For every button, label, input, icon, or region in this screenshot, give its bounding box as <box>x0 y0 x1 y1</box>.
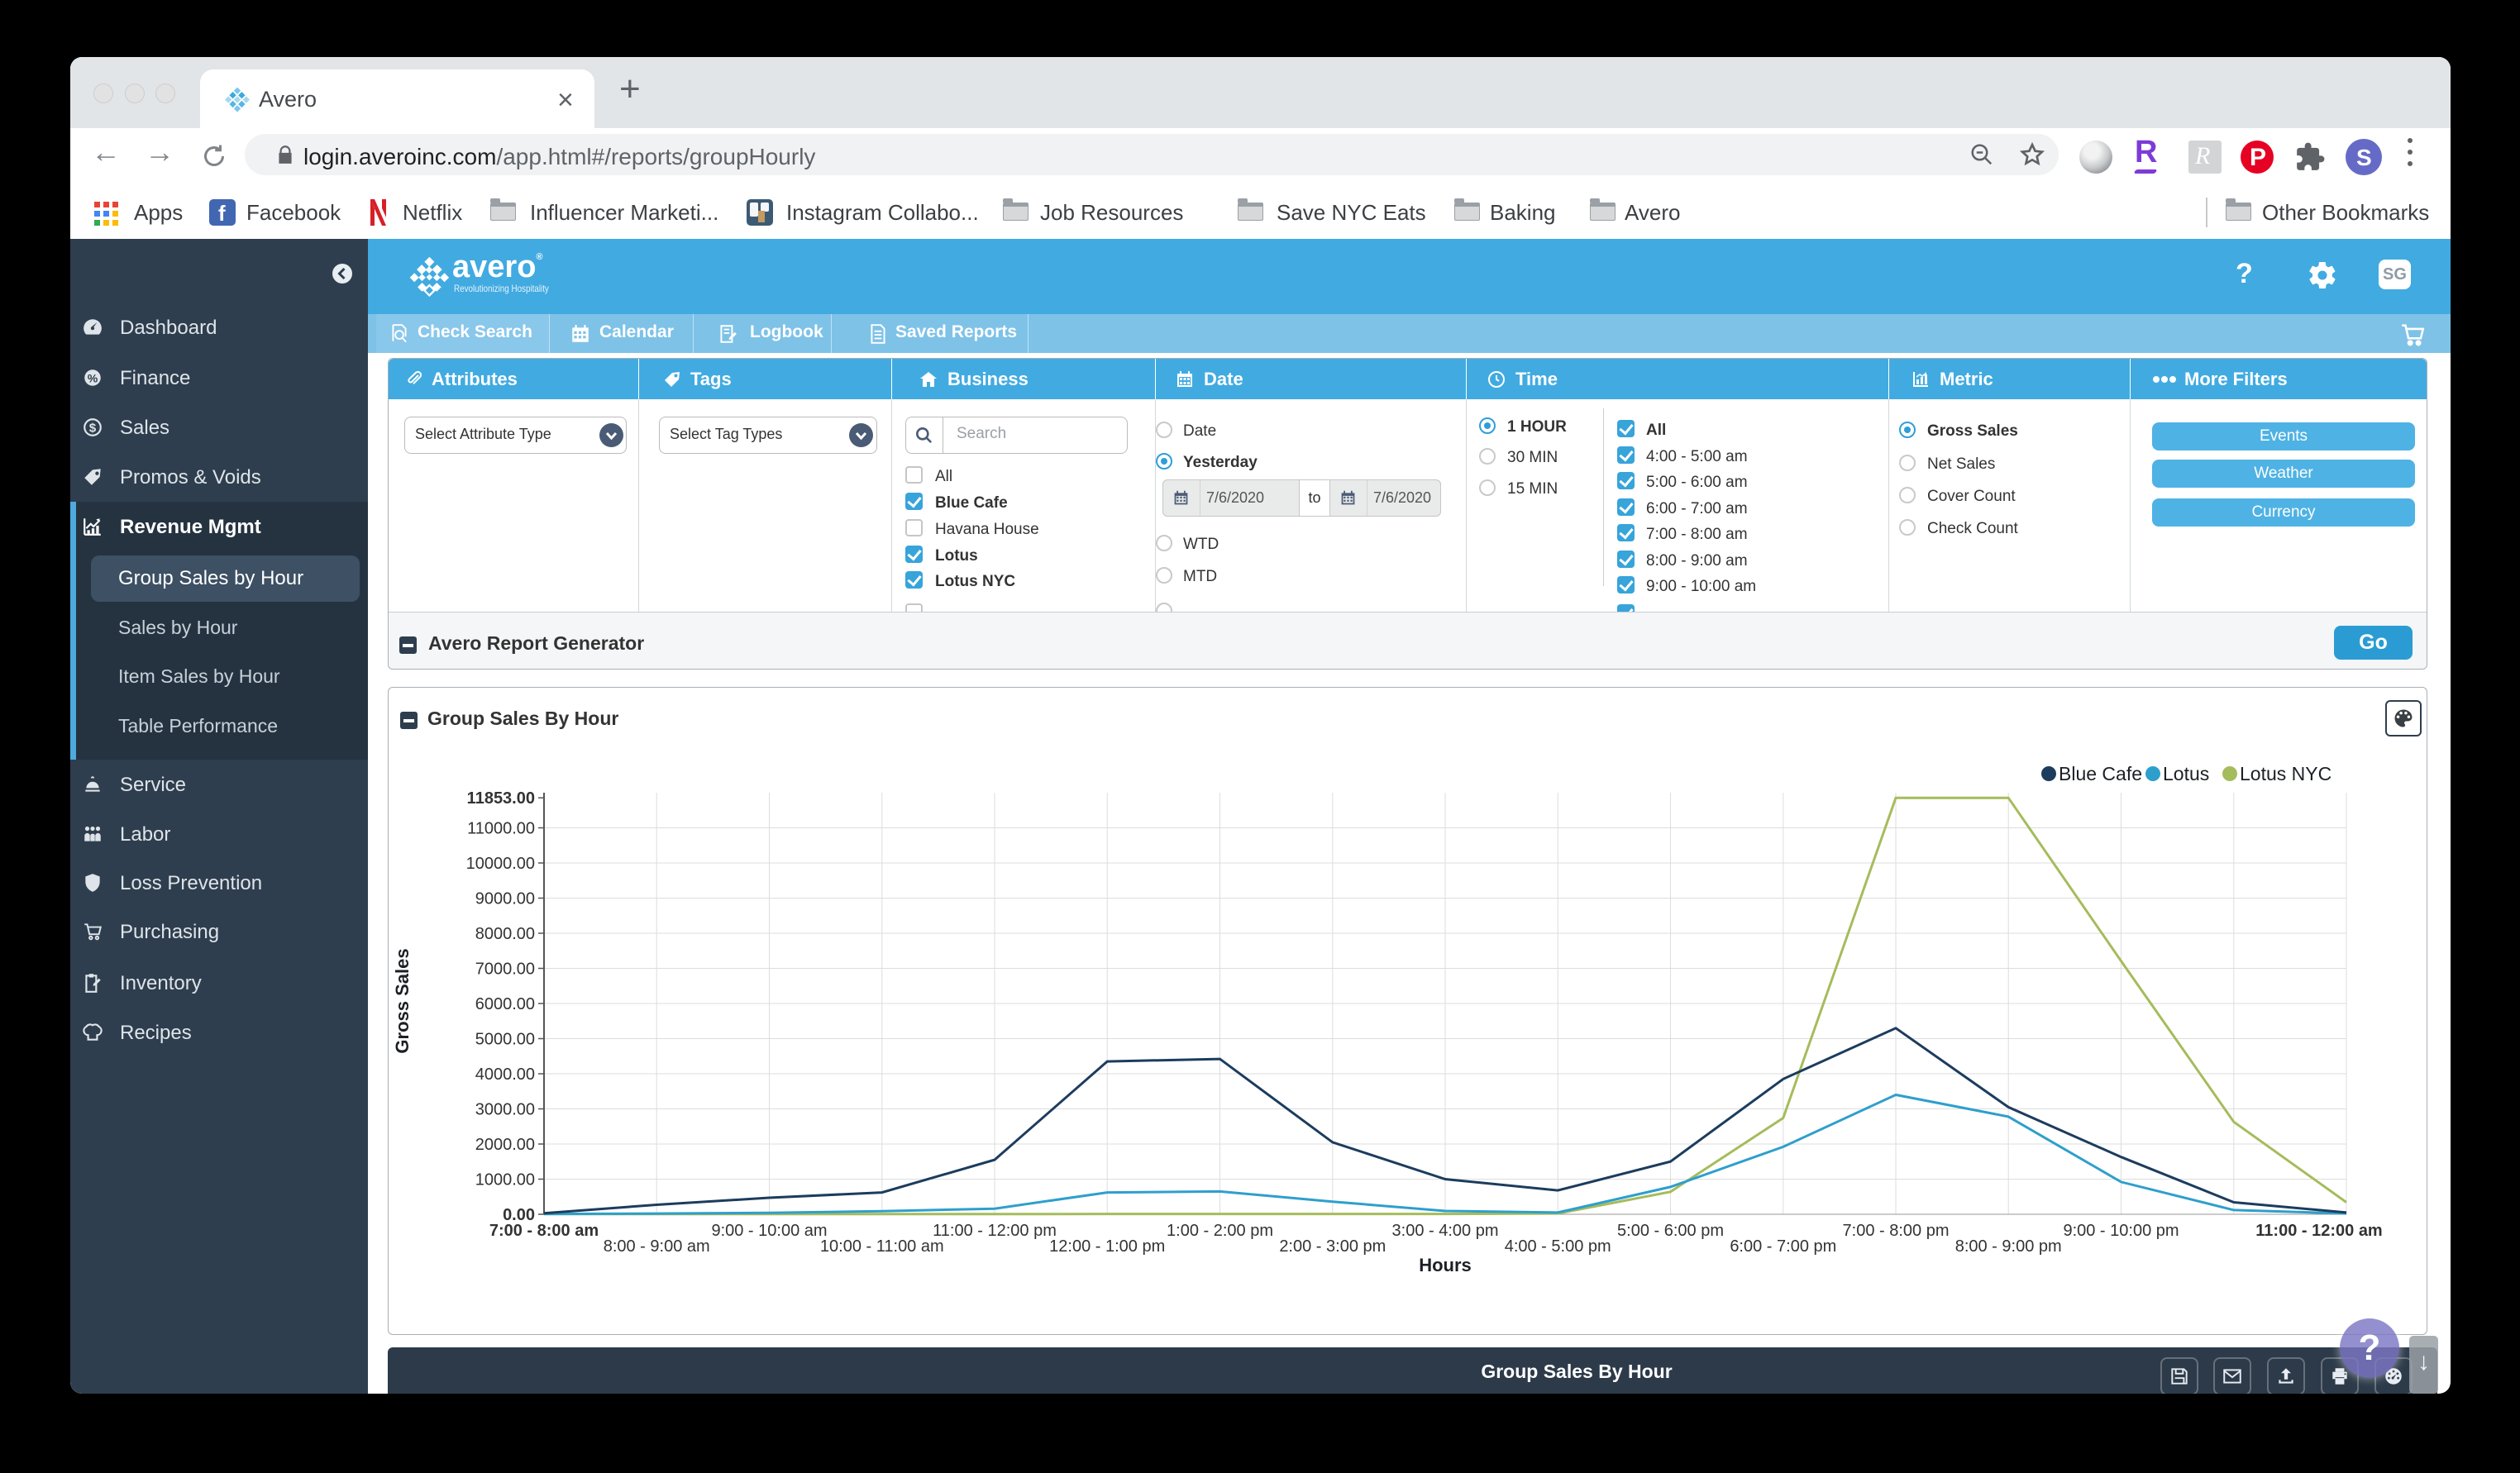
svg-text:6:00 - 7:00 pm: 6:00 - 7:00 pm <box>1730 1237 1836 1256</box>
svg-text:7000.00: 7000.00 <box>475 961 535 979</box>
svg-text:2:00 - 3:00 pm: 2:00 - 3:00 pm <box>1279 1237 1386 1256</box>
svg-text:10:00 - 11:00 am: 10:00 - 11:00 am <box>820 1237 944 1256</box>
svg-text:2000.00: 2000.00 <box>475 1136 535 1154</box>
svg-text:11000.00: 11000.00 <box>467 820 535 838</box>
svg-text:6000.00: 6000.00 <box>475 995 535 1013</box>
svg-text:Lotus NYC: Lotus NYC <box>2240 763 2331 784</box>
svg-text:3000.00: 3000.00 <box>475 1101 535 1119</box>
svg-text:5000.00: 5000.00 <box>475 1031 535 1049</box>
svg-text:8000.00: 8000.00 <box>475 925 535 943</box>
svg-text:9:00 - 10:00 am: 9:00 - 10:00 am <box>711 1222 827 1240</box>
svg-text:8:00 - 9:00 am: 8:00 - 9:00 am <box>604 1237 710 1256</box>
svg-text:7:00 - 8:00 pm: 7:00 - 8:00 pm <box>1843 1222 1950 1240</box>
svg-text:9000.00: 9000.00 <box>475 890 535 908</box>
svg-text:12:00 - 1:00 pm: 12:00 - 1:00 pm <box>1049 1237 1165 1256</box>
svg-text:3:00 - 4:00 pm: 3:00 - 4:00 pm <box>1392 1222 1499 1240</box>
svg-text:%: % <box>88 371 98 384</box>
svg-text:4:00 - 5:00 pm: 4:00 - 5:00 pm <box>1505 1237 1611 1256</box>
svg-text:1:00 - 2:00 pm: 1:00 - 2:00 pm <box>1167 1222 1273 1240</box>
svg-text:4000.00: 4000.00 <box>475 1065 535 1084</box>
svg-text:11:00 - 12:00 am: 11:00 - 12:00 am <box>2255 1222 2382 1240</box>
svg-text:Gross Sales: Gross Sales <box>392 948 413 1053</box>
svg-text:10000.00: 10000.00 <box>466 855 535 873</box>
svg-text:0.00: 0.00 <box>503 1206 535 1224</box>
svg-text:7:00 - 8:00 am: 7:00 - 8:00 am <box>489 1222 599 1240</box>
svg-text:$: $ <box>89 421 97 435</box>
svg-text:Blue Cafe: Blue Cafe <box>2059 763 2142 784</box>
svg-text:11:00 - 12:00 pm: 11:00 - 12:00 pm <box>933 1222 1057 1240</box>
svg-text:Hours: Hours <box>1419 1255 1472 1275</box>
svg-text:9:00 - 10:00 pm: 9:00 - 10:00 pm <box>2063 1222 2179 1240</box>
svg-text:5:00 - 6:00 pm: 5:00 - 6:00 pm <box>1617 1222 1724 1240</box>
svg-text:8:00 - 9:00 pm: 8:00 - 9:00 pm <box>1955 1237 2062 1256</box>
svg-text:1000.00: 1000.00 <box>475 1171 535 1189</box>
svg-text:11853.00: 11853.00 <box>467 789 535 808</box>
svg-text:Lotus: Lotus <box>2163 763 2209 784</box>
